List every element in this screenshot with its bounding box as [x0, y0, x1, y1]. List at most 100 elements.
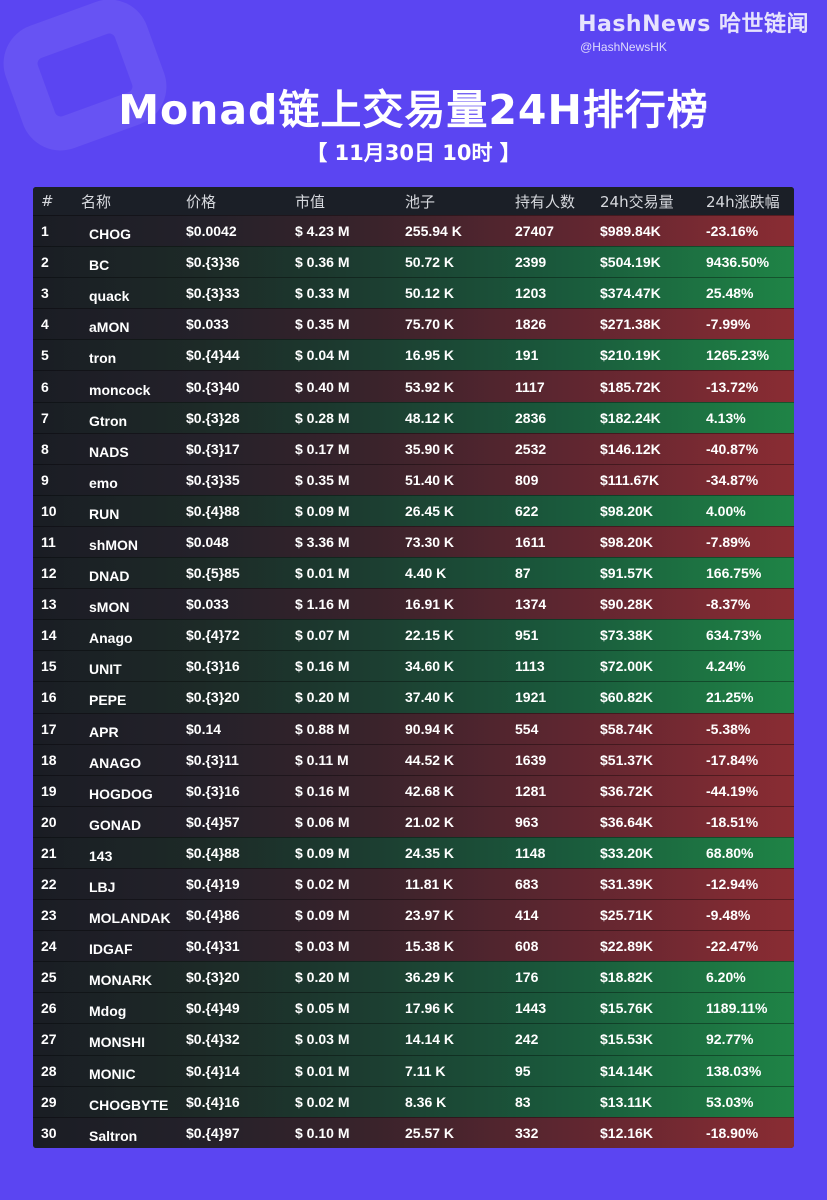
rank-cell: 5 [41, 347, 49, 364]
market-cap-cell: $ 0.11 M [295, 751, 349, 768]
change-cell: 68.80% [706, 844, 754, 861]
volume-cell: $146.12K [600, 440, 661, 457]
change-cell: -9.48% [706, 907, 751, 924]
name-cell: aMON [89, 319, 130, 336]
change-cell: -5.38% [706, 720, 751, 737]
name-cell: ANAGO [89, 754, 142, 771]
price-cell: $0.{4}86 [186, 907, 240, 924]
rank-cell: 7 [41, 409, 49, 426]
market-cap-cell: $ 0.40 M [295, 378, 350, 395]
table-row: 28 MONIC $0.{4}14 $ 0.01 M 7.11 K 95 $14.14K 13… [33, 1054, 794, 1086]
price-cell: $0.{4}31 [186, 938, 240, 955]
pool-cell: 23.97 K [405, 907, 455, 924]
holders-cell: 608 [515, 938, 539, 955]
holders-cell: 963 [515, 813, 539, 830]
price-cell: $0.048 [186, 533, 229, 550]
price-cell: $0.{3}16 [186, 782, 240, 799]
market-cap-cell: $ 0.02 M [295, 876, 350, 893]
rank-cell: 23 [41, 907, 57, 924]
market-cap-cell: $ 0.35 M [295, 316, 350, 333]
name-cell: NADS [89, 443, 129, 460]
table-row: 11 shMON $0.048 $ 3.36 M 73.30 K 1611 $98.20K -… [33, 525, 794, 558]
name-cell: moncock [89, 381, 151, 398]
volume-cell: $25.71K [600, 907, 653, 924]
volume-cell: $271.38K [600, 316, 661, 333]
holders-cell: 1203 [515, 285, 547, 302]
holders-cell: 554 [515, 720, 539, 737]
pool-cell: 26.45 K [405, 502, 455, 519]
rank-cell: 29 [41, 1093, 57, 1110]
volume-cell: $51.37K [600, 751, 653, 768]
holders-cell: 2532 [515, 440, 547, 457]
header-holders: 持有人数 [515, 192, 576, 211]
pool-cell: 44.52 K [405, 751, 455, 768]
volume-cell: $90.28K [600, 596, 653, 613]
market-cap-cell: $ 0.16 M [295, 782, 350, 799]
holders-cell: 332 [515, 1124, 539, 1141]
change-cell: 4.13% [706, 409, 746, 426]
price-cell: $0.{3}17 [186, 440, 240, 457]
volume-cell: $33.20K [600, 844, 653, 861]
price-cell: $0.{4}88 [186, 844, 240, 861]
holders-cell: 683 [515, 876, 539, 893]
market-cap-cell: $ 0.20 M [295, 689, 350, 706]
name-cell: CHOGBYTE [89, 1096, 169, 1113]
name-cell: PEPE [89, 692, 127, 709]
volume-cell: $504.19K [600, 254, 661, 271]
price-cell: $0.{4}88 [186, 502, 240, 519]
rank-cell: 24 [41, 938, 57, 955]
pool-cell: 37.40 K [405, 689, 455, 706]
price-cell: $0.0042 [186, 223, 237, 240]
name-cell: Saltron [89, 1127, 138, 1144]
holders-cell: 242 [515, 1031, 539, 1048]
price-cell: $0.{3}20 [186, 689, 240, 706]
pool-cell: 53.92 K [405, 378, 455, 395]
name-cell: shMON [89, 536, 138, 553]
rank-cell: 10 [41, 502, 57, 519]
header-name: 名称 [81, 192, 112, 211]
rank-cell: 15 [41, 658, 57, 675]
holders-cell: 27407 [515, 223, 554, 240]
change-cell: 9436.50% [706, 254, 770, 271]
pool-cell: 35.90 K [405, 440, 455, 457]
change-cell: 138.03% [706, 1062, 762, 1079]
change-cell: 4.24% [706, 658, 746, 675]
holders-cell: 809 [515, 471, 539, 488]
change-cell: -34.87% [706, 471, 759, 488]
holders-cell: 1826 [515, 316, 547, 333]
pool-cell: 22.15 K [405, 627, 455, 644]
pool-cell: 17.96 K [405, 1000, 455, 1017]
pool-cell: 255.94 K [405, 223, 462, 240]
brand-logo: HashNews 哈世链闻 @HashNewsHK [578, 6, 809, 54]
change-cell: -44.19% [706, 782, 759, 799]
price-cell: $0.{4}44 [186, 347, 240, 364]
name-cell: IDGAF [89, 941, 133, 958]
price-cell: $0.14 [186, 720, 222, 737]
name-cell: RUN [89, 505, 120, 522]
table-row: 1 CHOG $0.0042 $ 4.23 M 255.94 K 27407 $989.84… [33, 215, 794, 247]
market-cap-cell: $ 4.23 M [295, 223, 350, 240]
change-cell: -18.90% [706, 1124, 759, 1141]
rank-cell: 11 [41, 533, 56, 550]
market-cap-cell: $ 0.10 M [295, 1124, 350, 1141]
name-cell: GONAD [89, 816, 142, 833]
volume-cell: $60.82K [600, 689, 653, 706]
market-cap-cell: $ 0.04 M [295, 347, 350, 364]
holders-cell: 1639 [515, 751, 547, 768]
rank-cell: 21 [41, 844, 57, 861]
table-row: 18 ANAGO $0.{3}11 $ 0.11 M 44.52 K 1639 $51.37… [33, 743, 794, 775]
name-cell: 143 [89, 847, 113, 864]
page-subtitle: 【 11月30日 10时 】 [306, 141, 521, 165]
volume-cell: $31.39K [600, 876, 653, 893]
market-cap-cell: $ 0.36 M [295, 254, 350, 271]
pool-cell: 21.02 K [405, 813, 455, 830]
rank-cell: 28 [41, 1062, 57, 1079]
table-row: 22 LBJ $0.{4}19 $ 0.02 M 11.81 K 683 $31.39K -1… [33, 867, 794, 900]
pool-cell: 48.12 K [405, 409, 455, 426]
rank-cell: 30 [41, 1124, 57, 1141]
price-cell: $0.{4}14 [186, 1062, 240, 1079]
table-row: 15 UNIT $0.{3}16 $ 0.16 M 34.60 K 1113 $72.00K… [33, 650, 794, 682]
change-cell: 1265.23% [706, 347, 770, 364]
volume-cell: $14.14K [600, 1062, 653, 1079]
name-cell: LBJ [89, 879, 116, 896]
